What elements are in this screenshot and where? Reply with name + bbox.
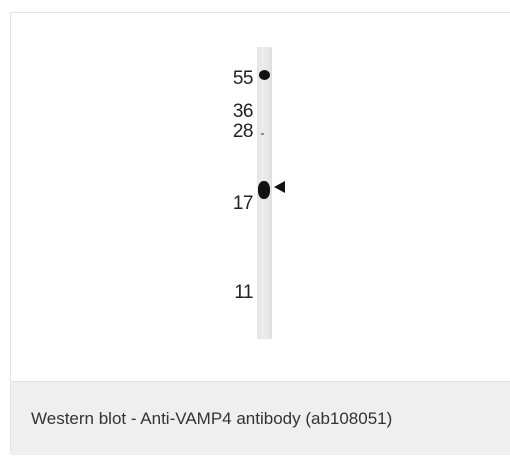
marker-label-11: 11 — [234, 282, 253, 303]
marker-label-36: 36 — [232, 101, 254, 122]
marker-label-17: 17 — [232, 193, 254, 214]
marker-label-55: 55 — [232, 68, 254, 89]
caption-bar: Western blot - Anti-VAMP4 antibody (ab10… — [11, 381, 510, 455]
marker-label-28: 28 — [232, 121, 254, 142]
marker-band-28 — [261, 133, 264, 135]
western-blot-image: 55 36 28 17 11 — [11, 13, 510, 381]
left-arrowhead-icon — [274, 181, 285, 193]
target-band — [258, 181, 270, 199]
marker-band-55 — [259, 70, 270, 80]
image-caption: Western blot - Anti-VAMP4 antibody (ab10… — [31, 409, 393, 428]
image-card: 55 36 28 17 11 Western blot - Anti-VAMP4… — [10, 12, 510, 455]
